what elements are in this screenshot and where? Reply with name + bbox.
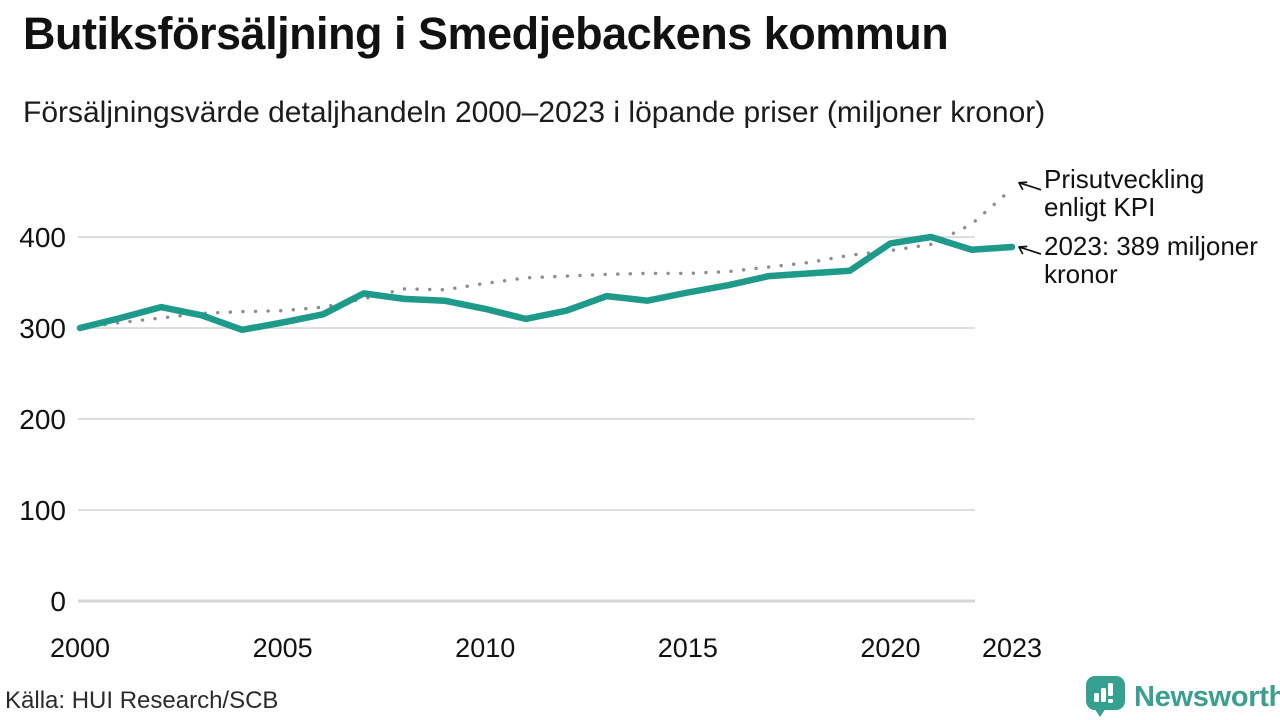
kpi-dotted-line — [78, 187, 1014, 330]
sales-line — [76, 233, 1016, 334]
annotation-latest-value: 2023: 389 miljoner kronor — [1044, 231, 1258, 289]
newsworthy-wordmark: Newsworthy — [1134, 680, 1280, 713]
y-tick-label-300: 300 — [19, 313, 66, 344]
arrow-to-kpi-line-head — [1018, 181, 1028, 191]
y-tick-label-100: 100 — [19, 495, 66, 526]
x-tick-label-2015: 2015 — [658, 633, 718, 663]
x-tick-label-2005: 2005 — [253, 633, 313, 663]
x-tick-label-2020: 2020 — [860, 633, 920, 663]
speech-bubble-tail — [1094, 708, 1106, 717]
annotation-kpi-label: Prisutveckling enligt KPI — [1044, 164, 1205, 222]
y-tick-label-200: 200 — [19, 404, 66, 435]
speech-bubble-shape — [1086, 676, 1125, 710]
bar-chart-glyph-bar2 — [1101, 688, 1106, 702]
chart-title: Butiksförsäljning i Smedjebackens kommun — [23, 8, 949, 59]
x-tick-label-2010: 2010 — [455, 633, 515, 663]
arrow-to-sales-line-head — [1018, 245, 1028, 255]
newsworthy-logo: Newsworthy — [1086, 676, 1280, 718]
newsworthy-logo-icon — [1086, 676, 1125, 718]
bar-chart-glyph-dot — [1108, 699, 1113, 703]
chart-subtitle: Försäljningsvärde detaljhandeln 2000–202… — [23, 96, 1046, 129]
bar-chart-glyph-bar1 — [1094, 693, 1099, 702]
x-tick-label-2000: 2000 — [50, 633, 110, 663]
bar-chart-glyph-bar3 — [1108, 683, 1113, 696]
y-tick-label-400: 400 — [19, 222, 66, 253]
source-note: Källa: HUI Research/SCB — [5, 687, 279, 714]
y-tick-label-0: 0 — [50, 586, 66, 617]
x-tick-label-2023: 2023 — [982, 633, 1042, 663]
